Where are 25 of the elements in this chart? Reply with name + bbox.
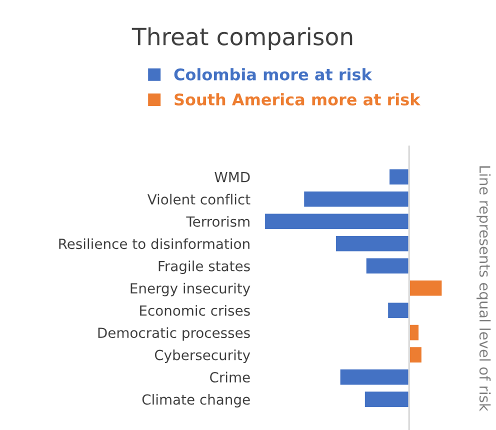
y-tick-label: Terrorism — [186, 216, 250, 227]
y-tick-label: Crime — [210, 372, 250, 383]
bar — [338, 368, 410, 386]
y-tick-label: Violent conflict — [147, 194, 250, 205]
bar — [408, 346, 423, 364]
y-tick-label: WMD — [214, 172, 250, 182]
y-tick-label: Energy insecurity — [130, 282, 250, 296]
legend-label: Colombia more at risk — [174, 68, 372, 80]
bar — [386, 301, 410, 320]
legend-label: South America more at risk — [174, 93, 421, 106]
bar — [302, 190, 410, 208]
bar — [334, 234, 410, 253]
y-tick-label: Democratic processes — [98, 327, 250, 341]
chart-title: Threat comparison — [132, 27, 352, 50]
y-tick-label: Fragile states — [158, 260, 250, 274]
y-tick-label: Climate change — [142, 394, 250, 408]
y-tick-label: Economic crises — [140, 305, 250, 316]
y-tick-label: Resilience to disinformation — [59, 238, 250, 250]
y-tick-label: Cybersecurity — [154, 350, 250, 363]
bar — [388, 168, 410, 186]
bar — [264, 212, 410, 230]
text: Line represents equal level of risk — [476, 166, 491, 412]
bar — [408, 279, 444, 298]
bar — [364, 256, 410, 275]
bar — [364, 390, 410, 408]
